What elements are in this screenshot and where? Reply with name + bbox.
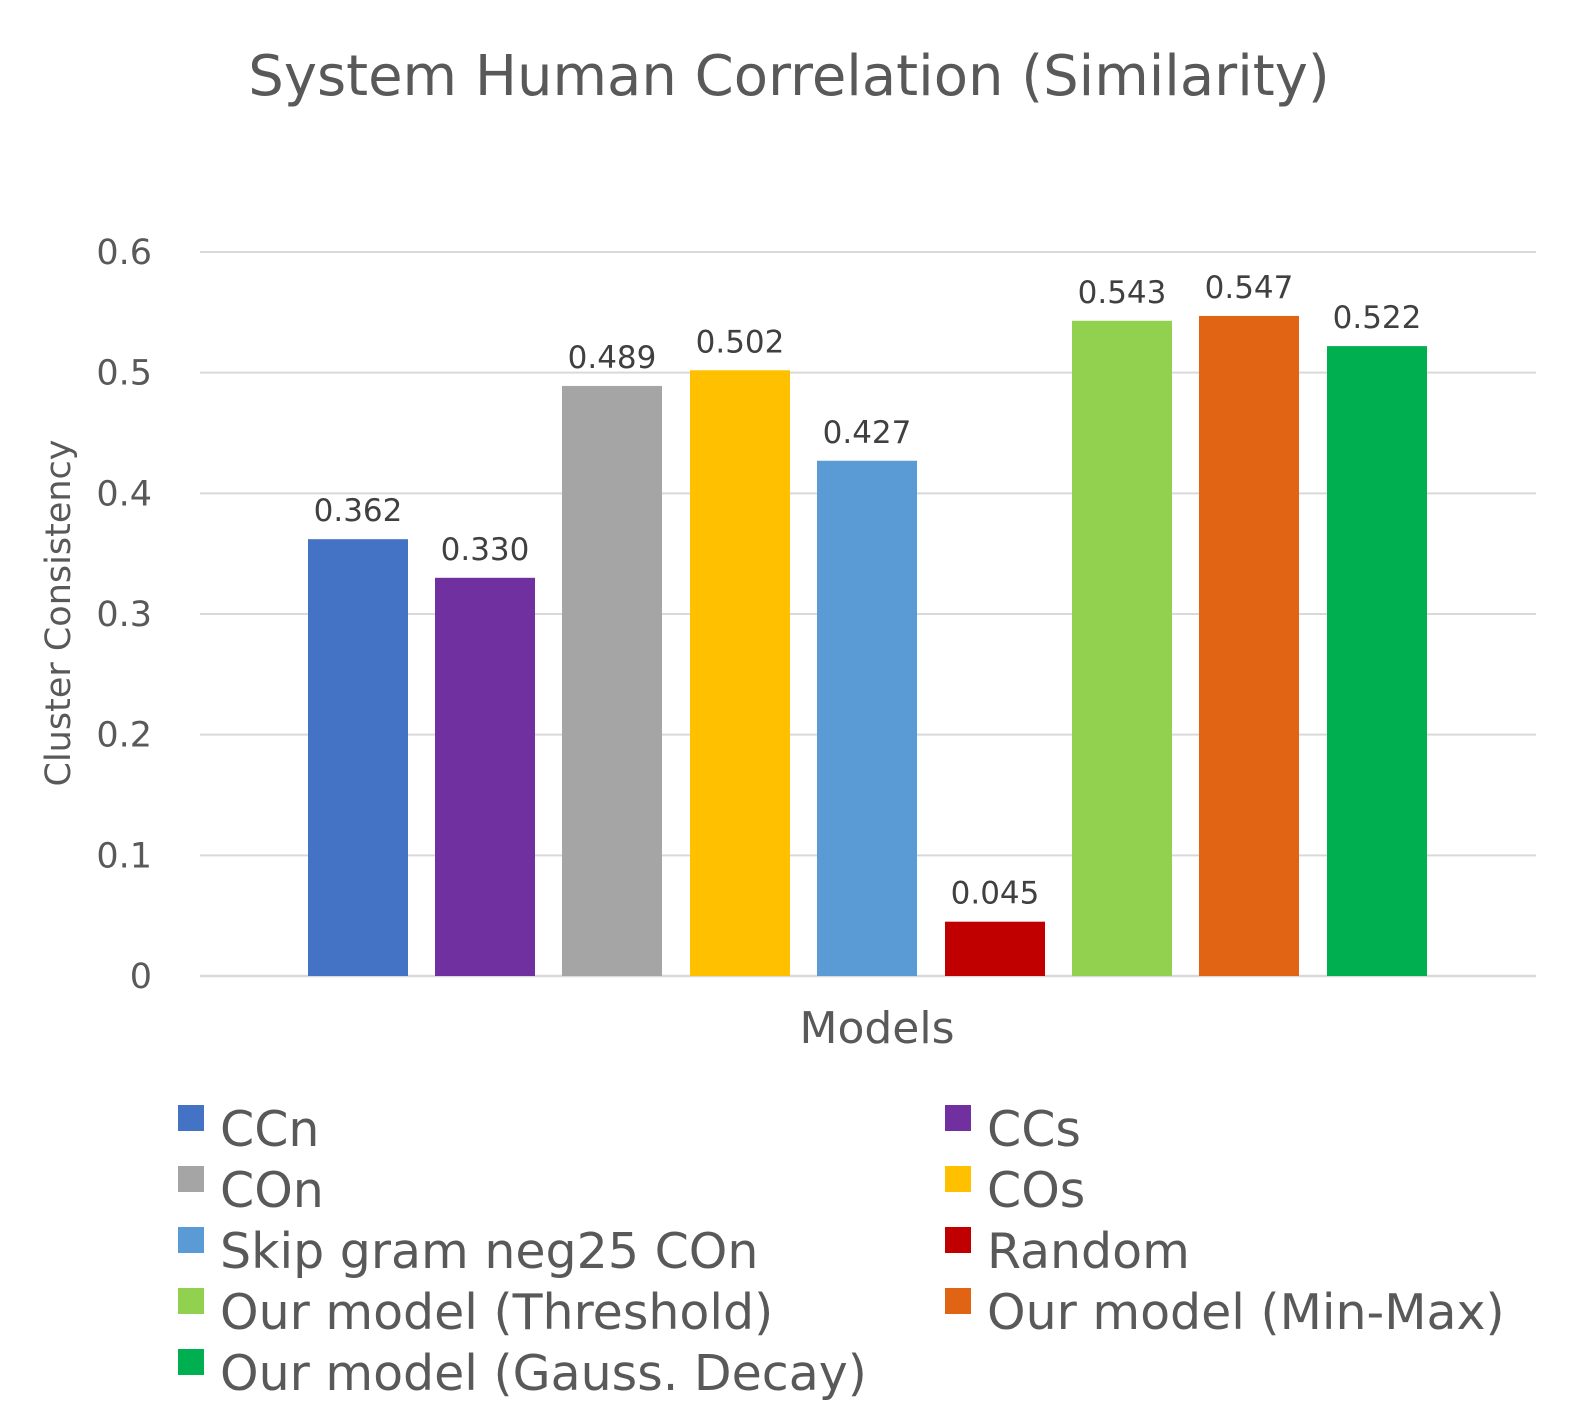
data-label: 0.362	[314, 493, 403, 529]
y-tick-label: 0.4	[96, 474, 152, 514]
bar	[1199, 315, 1299, 976]
legend-label: COs	[987, 1162, 1085, 1219]
chart-title: System Human Correlation (Similarity)	[248, 44, 1329, 109]
legend-swatch	[178, 1227, 204, 1253]
bar	[945, 921, 1045, 976]
data-label: 0.427	[823, 415, 912, 451]
bars	[308, 315, 1427, 977]
legend-swatch	[178, 1166, 204, 1192]
y-tick-label: 0.6	[96, 233, 152, 273]
bar	[1072, 320, 1172, 976]
legend-label: Random	[987, 1223, 1190, 1280]
legend-label: CCn	[220, 1101, 319, 1158]
y-tick-label: 0.5	[96, 354, 152, 394]
data-labels: 0.362 0.330 0.489 0.502 0.427 0.045 0.543 0.547…	[314, 270, 1422, 912]
data-label: 0.543	[1078, 275, 1167, 311]
y-axis-ticks: 0 0.1 0.2 0.3 0.4 0.5 0.6	[96, 233, 152, 997]
data-label: 0.522	[1333, 300, 1422, 336]
legend-swatch	[945, 1166, 971, 1192]
legend-swatch	[178, 1288, 204, 1314]
legend-label: COn	[220, 1162, 324, 1219]
bar	[308, 539, 408, 976]
y-tick-label: 0.2	[96, 716, 152, 756]
legend-label: Our model (Gauss. Decay)	[220, 1345, 867, 1402]
legend-swatch	[178, 1349, 204, 1375]
bar	[690, 370, 790, 977]
y-tick-label: 0.1	[96, 836, 152, 876]
data-label: 0.045	[951, 876, 1040, 912]
legend-label: Our model (Min-Max)	[987, 1284, 1505, 1341]
legend-swatch	[945, 1105, 971, 1131]
legend-label: CCs	[987, 1101, 1081, 1158]
data-label: 0.547	[1205, 270, 1294, 306]
x-axis-title: Models	[799, 1003, 954, 1054]
bar	[435, 577, 535, 976]
y-axis-title: Cluster Consistency	[39, 440, 79, 787]
legend-swatch	[178, 1105, 204, 1131]
bar	[1327, 346, 1427, 976]
y-tick-label: 0.3	[96, 595, 152, 635]
data-label: 0.330	[441, 532, 530, 568]
legend-label: Our model (Threshold)	[220, 1284, 773, 1341]
bar	[817, 460, 917, 977]
legend-swatch	[945, 1227, 971, 1253]
data-label: 0.489	[568, 340, 657, 376]
bar	[562, 385, 662, 976]
legend-swatch	[945, 1288, 971, 1314]
y-tick-label: 0	[130, 957, 152, 997]
data-label: 0.502	[696, 324, 785, 360]
legend-label: Skip gram neg25 COn	[220, 1223, 758, 1280]
